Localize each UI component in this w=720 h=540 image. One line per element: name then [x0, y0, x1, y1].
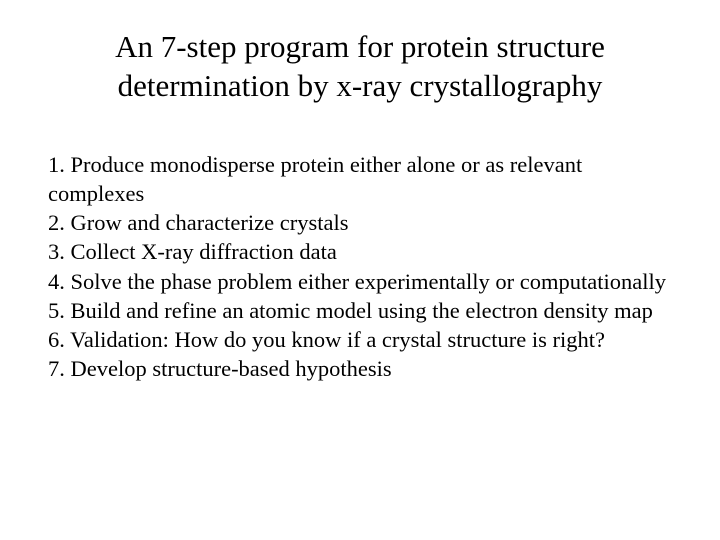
list-item: 2. Grow and characterize crystals	[48, 208, 672, 237]
slide-container: An 7-step program for protein structure …	[0, 0, 720, 540]
list-item: 5. Build and refine an atomic model usin…	[48, 296, 672, 325]
list-item: 3. Collect X-ray diffraction data	[48, 237, 672, 266]
list-item: 7. Develop structure-based hypothesis	[48, 354, 672, 383]
body-list: 1. Produce monodisperse protein either a…	[48, 150, 672, 384]
list-item: 6. Validation: How do you know if a crys…	[48, 325, 672, 354]
slide-title: An 7-step program for protein structure …	[60, 28, 660, 106]
list-item: 1. Produce monodisperse protein either a…	[48, 150, 672, 209]
list-item: 4. Solve the phase problem either experi…	[48, 267, 672, 296]
